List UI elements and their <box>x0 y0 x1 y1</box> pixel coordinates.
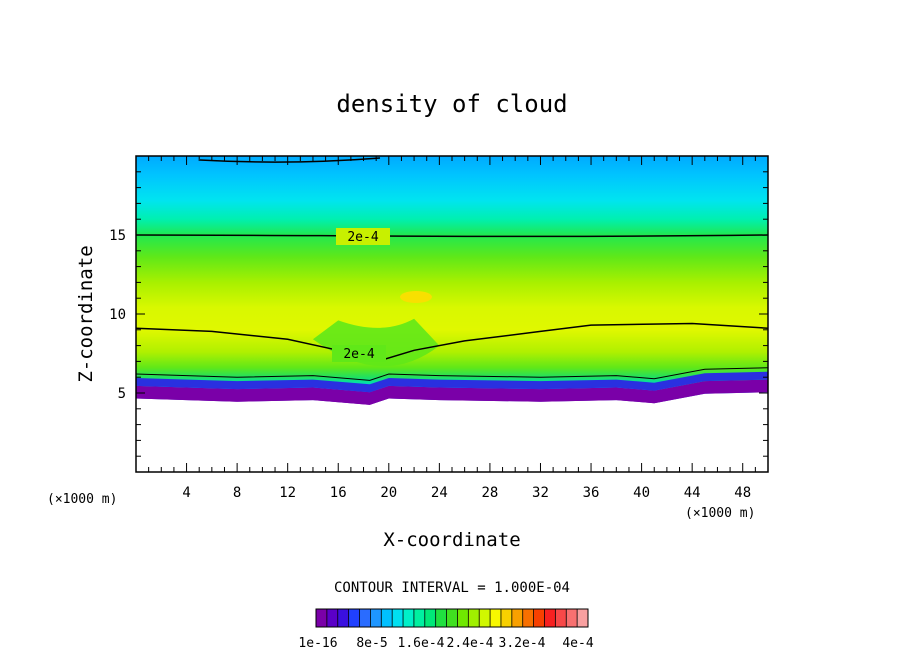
colorbar-swatch <box>370 609 382 627</box>
colorbar-swatch <box>403 609 415 627</box>
x-unit-right: (×1000 m) <box>685 506 755 521</box>
y-tick-label: 5 <box>118 386 126 402</box>
colorbar-swatch <box>457 609 469 627</box>
colorbar-swatch <box>316 609 328 627</box>
colorbar-swatch <box>392 609 404 627</box>
contour-label-upper: 2e-4 <box>347 230 378 245</box>
colorbar-swatch <box>533 609 545 627</box>
contour-label-lower: 2e-4 <box>343 347 374 362</box>
contour-top-line <box>199 157 381 163</box>
colorbar-swatch <box>446 609 458 627</box>
colorbar-swatch <box>544 609 556 627</box>
colorbar-label: 3.2e-4 <box>499 636 546 651</box>
colorbar-label: 1.6e-4 <box>398 636 445 651</box>
colorbar-swatch <box>479 609 491 627</box>
colorbar-label: 4e-4 <box>562 636 593 651</box>
colorbar-swatch <box>424 609 436 627</box>
x-axis-label: X-coordinate <box>383 529 520 551</box>
peak-density-spot <box>400 291 432 303</box>
x-tick-label: 32 <box>532 485 549 501</box>
contour-label-bg-lower <box>332 345 386 362</box>
cloud-base-fill <box>136 392 768 472</box>
colorbar-label: 8e-5 <box>356 636 387 651</box>
colorbar-swatch <box>326 609 339 627</box>
colorbar-swatch <box>522 609 534 627</box>
x-tick-label: 36 <box>583 485 600 501</box>
y-ticks: 5 10 15 <box>109 171 768 457</box>
colorbar-swatch <box>490 609 502 627</box>
colorbar-swatch <box>348 609 360 627</box>
x-tick-label: 16 <box>330 485 347 501</box>
colorbar-swatch <box>555 609 567 627</box>
x-tick-label: 44 <box>684 485 701 501</box>
x-tick-label: 24 <box>431 485 448 501</box>
x-tick-label: 48 <box>734 485 751 501</box>
colorbar-swatch <box>337 609 349 627</box>
colorbar-swatch <box>511 609 524 627</box>
y-tick-label: 10 <box>109 307 126 323</box>
colorbar-label: 1e-16 <box>298 636 337 651</box>
x-tick-label: 12 <box>279 485 296 501</box>
contour-2e-4-upper <box>136 234 768 238</box>
colorbar-label: 2.4e-4 <box>447 636 494 651</box>
colorbar-labels: 1e-16 8e-5 1.6e-4 2.4e-4 3.2e-4 4e-4 <box>298 636 593 651</box>
colorbar-frame <box>315 608 589 628</box>
colorbar-swatch <box>435 609 447 627</box>
colorbar-swatch <box>381 609 393 627</box>
plot-area <box>136 156 768 472</box>
x-tick-label: 40 <box>633 485 650 501</box>
cloud-base-purple-band <box>136 379 768 405</box>
x-tick-label: 4 <box>182 485 190 501</box>
colorbar-swatch <box>413 609 426 627</box>
colorbar-swatch <box>500 609 513 627</box>
colorbar-swatch <box>566 609 578 627</box>
x-tick-label: 28 <box>481 485 498 501</box>
x-ticks: 4 8 12 16 20 24 28 32 36 40 44 48 <box>148 156 756 501</box>
y-axis-label: Z-coordinate <box>75 245 97 382</box>
x-unit-left: (×1000 m) <box>47 492 117 507</box>
colorbar-swatch <box>577 609 589 627</box>
x-tick-label: 8 <box>233 485 241 501</box>
contour-base-line <box>136 367 768 381</box>
contour-2e-4-lower <box>136 322 768 361</box>
colorbar-swatch <box>359 609 371 627</box>
colorbar-swatch <box>468 609 480 627</box>
chart-title: density of cloud <box>336 90 567 118</box>
x-tick-label: 20 <box>380 485 397 501</box>
y-tick-label: 15 <box>109 228 126 244</box>
cloud-base-blue-band <box>136 371 768 393</box>
contour-interval-text: CONTOUR INTERVAL = 1.000E-04 <box>334 580 570 596</box>
contour-label-bg-upper <box>336 228 390 245</box>
colorbar <box>315 608 589 628</box>
